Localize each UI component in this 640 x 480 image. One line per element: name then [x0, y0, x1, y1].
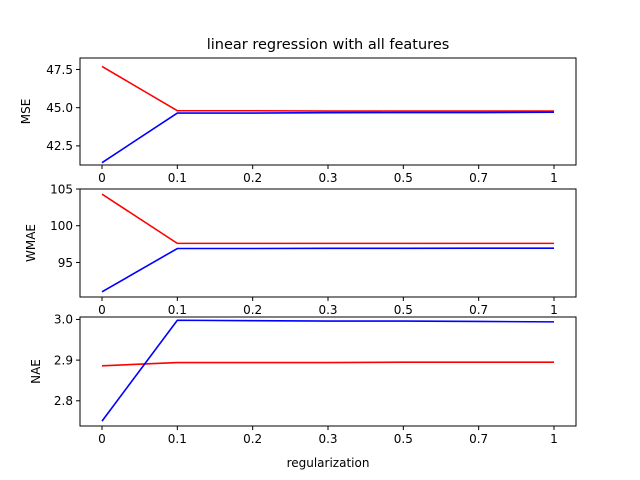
y-tick-label: 3.0 [54, 313, 73, 327]
y-tick-label: 45.0 [46, 101, 73, 115]
x-axis-label: regularization [287, 456, 370, 470]
x-tick-label: 1 [550, 171, 558, 185]
x-tick-label: 0 [98, 171, 106, 185]
x-tick-label: 0.3 [318, 171, 337, 185]
x-tick-label: 0.7 [469, 171, 488, 185]
series-line-red [101, 65, 554, 112]
x-tick-label: 0.2 [243, 432, 262, 446]
y-axis-label: NAE [29, 359, 43, 384]
y-tick-label: 47.5 [46, 63, 73, 77]
x-tick-label: 0.3 [318, 303, 337, 317]
x-tick-label: 0.7 [469, 432, 488, 446]
x-tick-label: 0.3 [318, 432, 337, 446]
x-tick-label: 0.1 [168, 432, 187, 446]
subplot-mse: 0 0.1 0.2 0.3 0.5 0.7 1 42.5 45.0 47.5 MSE [19, 57, 577, 185]
y-tick-label: 100 [50, 219, 73, 233]
x-tick-label: 0.5 [394, 171, 413, 185]
x-tick-label: 0 [98, 432, 106, 446]
y-tick-label: 95 [58, 256, 73, 270]
y-tick-label: 42.5 [46, 139, 73, 153]
series-line-blue [101, 111, 555, 164]
x-tick-label: 0.5 [394, 432, 413, 446]
y-tick-label: 2.9 [54, 353, 73, 367]
x-tick-label: 0 [98, 303, 106, 317]
y-tick-label: 105 [50, 182, 73, 196]
x-tick-label: 0.2 [243, 303, 262, 317]
x-tick-label: 0.1 [168, 171, 187, 185]
y-axis-label: MSE [19, 99, 33, 125]
x-tick-label: 1 [550, 303, 558, 317]
series-line-red [101, 193, 554, 245]
y-tick-label: 2.8 [54, 394, 73, 408]
x-tick-label: 0.2 [243, 171, 262, 185]
subplot-wmae: 0 0.1 0.2 0.3 0.5 0.7 1 95 100 105 WMAE [24, 182, 577, 317]
series-line-blue [101, 247, 555, 293]
y-axis-label: WMAE [24, 224, 38, 262]
series-line-blue [101, 319, 555, 422]
figure-title: linear regression with all features [207, 37, 450, 53]
x-tick-label: 1 [550, 432, 558, 446]
x-tick-label: 0.1 [168, 303, 187, 317]
x-tick-label: 0.5 [394, 303, 413, 317]
series-line-red [101, 361, 554, 367]
subplot-nae: 0 0.1 0.2 0.3 0.5 0.7 1 2.8 2.9 3.0 NAE regularizat… [29, 313, 577, 470]
x-tick-label: 0.7 [469, 303, 488, 317]
